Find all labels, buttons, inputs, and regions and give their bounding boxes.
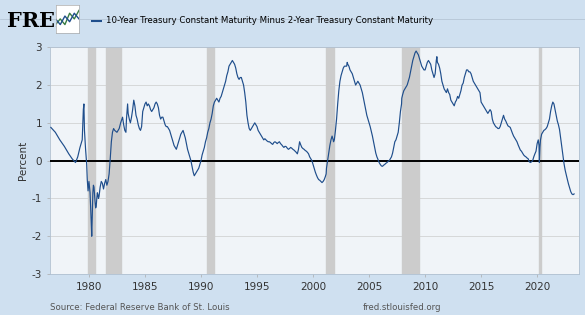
Bar [402,47,419,274]
Text: Source: Federal Reserve Bank of St. Louis: Source: Federal Reserve Bank of St. Loui… [50,303,229,312]
Y-axis label: Percent: Percent [18,141,27,180]
Bar [326,47,333,274]
Text: fred.stlouisfed.org: fred.stlouisfed.org [363,303,441,312]
Bar [106,47,121,274]
Bar [539,47,541,274]
Bar [88,47,95,274]
Bar [207,47,214,274]
Text: FRED: FRED [7,11,73,31]
Text: 10-Year Treasury Constant Maturity Minus 2-Year Treasury Constant Maturity: 10-Year Treasury Constant Maturity Minus… [106,16,433,25]
